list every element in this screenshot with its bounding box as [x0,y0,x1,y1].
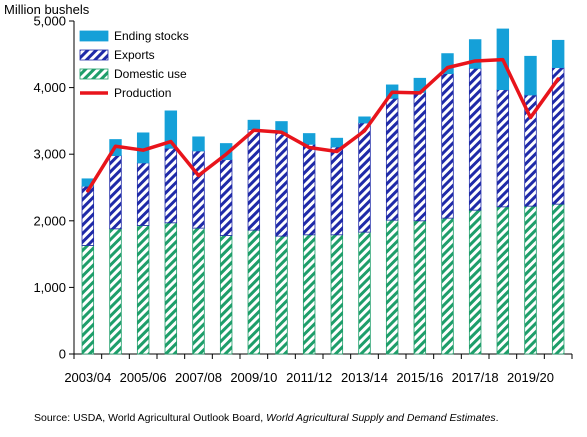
bar-domestic-use [524,205,537,355]
y-tick-label: 5,000 [33,14,66,29]
legend: Ending stocks Exports Domestic use Producti… [79,29,189,100]
x-tick-label: 2009/10 [230,370,277,385]
bar-ending-stocks [164,110,178,149]
y-tick-label: 1,000 [33,280,66,295]
legend-swatch-domestic-use [79,68,109,80]
bars [81,28,565,355]
bar-exports [136,162,150,226]
bar-exports [551,67,565,205]
bar-domestic-use [81,245,95,355]
source-note: Source: USDA, World Agricultural Outlook… [34,412,499,424]
bar-exports [302,143,316,236]
bar-domestic-use [247,229,261,355]
bar-exports [496,89,510,208]
bar-exports [164,147,178,224]
bar-exports [192,150,205,229]
bar-domestic-use [109,228,122,355]
bar-domestic-use [219,235,233,355]
x-tick-label: 2017/18 [452,370,499,385]
bar-ending-stocks [330,137,344,148]
x-tick-label: 2013/14 [341,370,388,385]
y-tick-label: 4,000 [33,80,66,95]
bar-domestic-use [358,231,371,355]
x-tick-label: 2003/04 [64,370,111,385]
bar-ending-stocks [441,53,454,75]
bar-ending-stocks [247,119,261,130]
source-suffix: . [495,412,499,424]
bar-ending-stocks [192,136,205,152]
x-tick-label: 2011/12 [286,370,332,385]
bar-exports [358,122,371,233]
y-tick-label: 3,000 [33,147,66,162]
bar-ending-stocks [358,116,371,124]
bar-exports [81,185,95,246]
x-tick-label: 2019/20 [507,370,554,385]
bar-domestic-use [192,227,205,355]
bar-exports [468,67,482,211]
legend-swatch-ending-stocks [79,30,109,42]
legend-label-ending-stocks: Ending stocks [114,29,189,43]
bar-ending-stocks [219,143,233,160]
axes: 0 1,000 2,000 3,000 4,000 5,000 2003/04 2005/06… [33,14,573,385]
bar-exports [247,129,261,231]
bar-domestic-use [468,209,482,355]
bar-domestic-use [441,217,454,355]
bar-domestic-use [136,225,150,355]
y-unit-label: Million bushels [4,2,90,17]
bar-domestic-use [302,234,316,355]
bar-exports [330,146,344,236]
legend-label-domestic-use: Domestic use [114,67,187,81]
bar-domestic-use [413,220,427,355]
bar-exports [441,73,454,219]
bar-exports [275,131,288,237]
bar-ending-stocks [302,133,316,145]
bar-exports [219,159,233,236]
bar-domestic-use [496,206,510,355]
bar-domestic-use [385,219,399,355]
bar-ending-stocks [468,39,482,69]
x-tick-label: 2015/16 [396,370,443,385]
x-tick-label: 2005/06 [120,370,167,385]
bar-ending-stocks [524,55,537,96]
bar-ending-stocks [551,39,565,69]
source-prefix: Source: USDA, World Agricultural Outlook… [34,412,267,424]
bar-exports [385,97,399,221]
y-tick-label: 2,000 [33,213,66,228]
bar-domestic-use [551,203,565,355]
y-tick-label: 0 [59,347,66,362]
bar-domestic-use [275,235,288,355]
bar-domestic-use [164,222,178,355]
bar-exports [109,155,122,230]
legend-swatch-exports [79,49,109,61]
legend-label-production: Production [114,86,171,100]
bar-exports [413,91,427,222]
source-italic: World Agricultural Supply and Demand Est… [266,412,496,424]
production-line-group [86,57,560,193]
bar-domestic-use [330,234,344,355]
x-tick-label: 2007/08 [175,370,222,385]
legend-label-exports: Exports [114,48,155,62]
production-line [86,57,560,193]
